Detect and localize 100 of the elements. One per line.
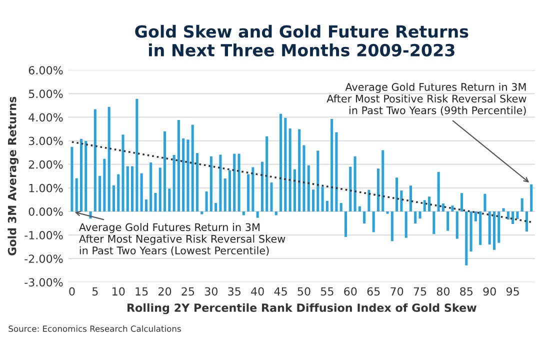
bar xyxy=(117,174,120,212)
bar xyxy=(266,136,268,212)
bar xyxy=(465,211,468,266)
x-tick-label: 15 xyxy=(136,287,148,296)
bar xyxy=(168,188,171,212)
bar xyxy=(376,168,380,212)
y-tick-label: 3.00% xyxy=(28,136,63,146)
bar xyxy=(530,184,533,212)
bar xyxy=(293,169,296,212)
bar xyxy=(400,190,403,212)
bar xyxy=(228,170,232,212)
bar xyxy=(409,186,412,212)
bar xyxy=(210,156,212,212)
bar xyxy=(330,118,334,212)
bar xyxy=(131,166,134,212)
bar xyxy=(122,134,124,212)
bar xyxy=(456,211,458,239)
y-tick-label: -1.00% xyxy=(24,231,63,240)
bar xyxy=(80,138,83,212)
bar xyxy=(98,176,102,212)
bar xyxy=(316,150,320,212)
bar xyxy=(288,128,292,212)
x-tick-label: 55 xyxy=(320,287,334,296)
bar xyxy=(108,106,110,212)
bar xyxy=(154,192,157,212)
bar xyxy=(372,211,375,232)
x-tick-label: 30 xyxy=(204,287,218,296)
bar xyxy=(191,124,194,212)
bar xyxy=(298,129,301,212)
x-tick-label: 80 xyxy=(436,287,450,296)
bar xyxy=(150,162,152,212)
bar xyxy=(498,211,500,243)
bar xyxy=(488,211,491,244)
bar xyxy=(112,185,116,212)
y-axis-title: Gold 3M Average Returns xyxy=(8,96,19,256)
bar xyxy=(418,211,422,219)
bar xyxy=(446,211,450,231)
x-tick-label: 75 xyxy=(414,287,426,296)
bar xyxy=(502,208,505,212)
bar xyxy=(358,206,361,212)
bar xyxy=(126,166,129,212)
x-tick-label: 85 xyxy=(460,287,472,296)
bar xyxy=(196,153,199,212)
bar xyxy=(442,203,444,212)
bar xyxy=(163,131,166,212)
x-tick-label: 5 xyxy=(92,287,98,296)
bar xyxy=(335,132,338,212)
x-tick-label: 70 xyxy=(390,287,404,296)
bar xyxy=(516,211,519,220)
bar xyxy=(312,190,315,212)
y-tick-label: 2.00% xyxy=(28,160,63,169)
bar xyxy=(354,156,356,212)
bar xyxy=(177,120,180,212)
bar xyxy=(136,98,138,212)
x-tick-label: 65 xyxy=(367,287,380,296)
bar xyxy=(205,191,208,212)
bar xyxy=(423,200,426,212)
y-tick-label: -3.00% xyxy=(24,278,63,287)
annotation: Average Gold Futures Return in 3M After Most Negative Risk Reversal Skew in Past Two Years (Lowest Percentile) xyxy=(79,223,286,256)
bar xyxy=(349,166,352,212)
bar xyxy=(344,211,348,237)
bar xyxy=(492,211,496,250)
bar xyxy=(256,211,259,218)
bar xyxy=(172,154,176,212)
bar xyxy=(512,211,514,224)
bar xyxy=(386,211,389,214)
bar xyxy=(242,211,245,216)
bar xyxy=(484,194,486,212)
y-tick-label: 1.00% xyxy=(29,184,63,192)
bar xyxy=(525,211,528,232)
x-tick-label: 60 xyxy=(344,287,357,296)
bar xyxy=(414,211,417,224)
bar xyxy=(428,196,431,212)
bar xyxy=(274,211,278,216)
bar xyxy=(140,173,143,212)
bar xyxy=(214,202,218,212)
bar xyxy=(451,206,454,212)
bar xyxy=(302,145,306,212)
bar xyxy=(144,199,148,212)
bar xyxy=(158,168,162,212)
y-tick-label: 5.00% xyxy=(28,90,63,98)
x-tick-label: 95 xyxy=(506,287,519,296)
bar xyxy=(460,193,464,212)
annotation: Average Gold Futures Return in 3M After Most Positive Risk Reversal Skew in Past Two Years (99th Percentile) xyxy=(326,82,526,116)
bar xyxy=(70,146,74,212)
bar xyxy=(219,154,222,212)
x-tick-label: 25 xyxy=(182,287,194,296)
y-tick-label: 4.00% xyxy=(28,113,63,122)
bar xyxy=(307,165,310,212)
bar xyxy=(252,167,254,212)
bar xyxy=(432,211,436,234)
chart-title: Gold Skew and Gold Future Returns in Next Three Months 2009-2023 xyxy=(135,24,468,56)
bar xyxy=(182,138,185,212)
y-tick-label: -2.00% xyxy=(24,254,63,263)
bar xyxy=(270,182,273,212)
x-tick-label: 50 xyxy=(298,287,310,296)
bar xyxy=(506,211,510,220)
bar xyxy=(233,154,236,212)
x-tick-label: 40 xyxy=(251,287,264,296)
bar xyxy=(363,211,366,224)
